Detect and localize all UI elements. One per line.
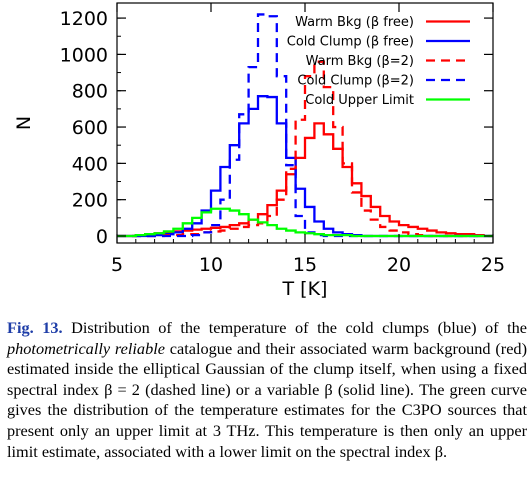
y-tick-label: 200 [72, 190, 108, 212]
legend-label-1: Warm Bkg (β free) [295, 15, 414, 30]
x-tick-label: 25 [481, 254, 505, 276]
legend-label-2: Cold Clump (β free) [287, 35, 414, 50]
temperature-histogram-chart: 5 10 15 20 25 0 200 400 600 800 1000 1200 T [K] N W… [13, 2, 505, 300]
caption-text-2: catalogue and their associated warm back… [7, 338, 527, 461]
x-axis-title: T [K] [282, 278, 328, 300]
series-line-1 [117, 122, 493, 238]
y-tick-label: 400 [72, 153, 108, 175]
legend: Warm Bkg (β free) Cold Clump (β free) Warm… [287, 15, 470, 108]
y-tick-label: 600 [72, 117, 108, 139]
legend-label-3: Warm Bkg (β=2) [306, 54, 414, 69]
y-tick-label: 1000 [60, 44, 108, 66]
caption-figure-label: Fig. 13. [7, 318, 63, 337]
y-axis-title: N [13, 116, 35, 130]
figure-caption: Fig. 13. Distribution of the temperature… [7, 318, 527, 462]
caption-text-1: Distribution of the temperature of the c… [62, 318, 527, 337]
series-layer [117, 13, 493, 238]
y-tick-label: 0 [96, 226, 108, 248]
x-tick-label: 15 [293, 254, 317, 276]
legend-label-4: Cold Clump (β=2) [297, 74, 414, 89]
series-line-5 [117, 207, 493, 238]
legend-label-5: Cold Upper Limit [305, 93, 414, 108]
y-tick-label: 800 [72, 81, 108, 103]
ticks-layer: 5 10 15 20 25 0 200 400 600 800 1000 1200 [60, 3, 505, 276]
series-line-4 [117, 13, 493, 238]
series-line-3 [117, 60, 493, 238]
x-tick-label: 5 [111, 254, 123, 276]
y-tick-label: 1200 [60, 8, 108, 30]
x-tick-label: 10 [199, 254, 223, 276]
x-tick-label: 20 [387, 254, 411, 276]
caption-emphasis: photometrically reliable [7, 338, 165, 358]
